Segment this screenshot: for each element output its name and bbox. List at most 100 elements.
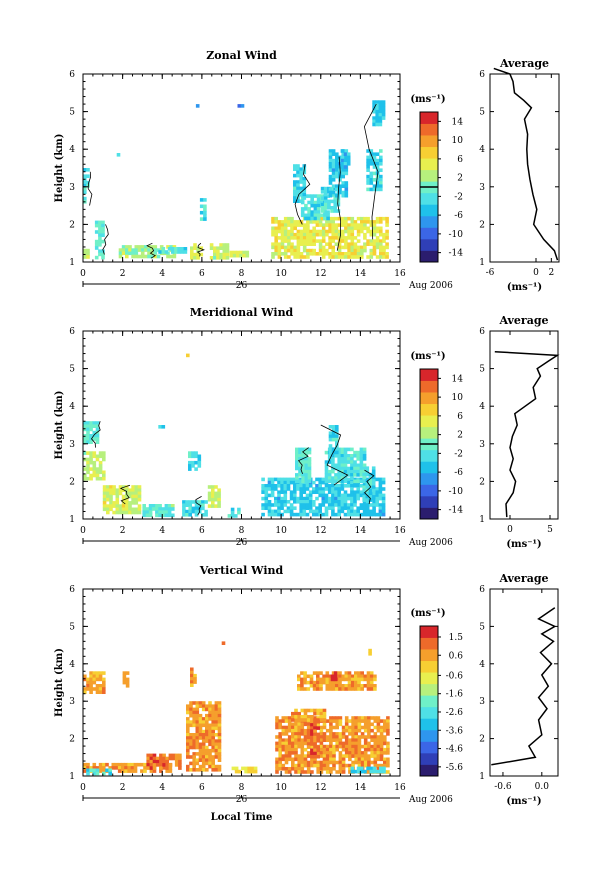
heatmap-cell bbox=[234, 769, 239, 774]
heatmap-cell bbox=[299, 484, 303, 488]
heatmap-cell bbox=[343, 152, 348, 156]
heatmap-cell bbox=[327, 199, 331, 204]
x-tick-label: 2 bbox=[120, 269, 126, 279]
heatmap-cell bbox=[360, 229, 364, 234]
heatmap-cell bbox=[161, 250, 166, 254]
colorbar-segment bbox=[420, 158, 438, 171]
heatmap-cell bbox=[83, 180, 87, 185]
heatmap-cell bbox=[121, 251, 126, 256]
heatmap-cell bbox=[134, 501, 139, 505]
heatmap-cell bbox=[383, 735, 387, 739]
heatmap-cell bbox=[341, 171, 345, 176]
heatmap-cell bbox=[313, 742, 317, 746]
heatmap-cell bbox=[385, 236, 389, 240]
colorbar-segment bbox=[420, 250, 438, 263]
heatmap-cell bbox=[337, 229, 342, 234]
heatmap-cell bbox=[379, 178, 383, 182]
heatmap-cell bbox=[325, 229, 329, 234]
heatmap-cell bbox=[312, 671, 317, 675]
heatmap-cell bbox=[335, 738, 339, 742]
heatmap-cell bbox=[102, 504, 107, 508]
heatmap-cell bbox=[127, 769, 131, 773]
heatmap-cell bbox=[294, 728, 298, 733]
heatmap-cell bbox=[319, 728, 324, 733]
colorbar: 1.50.6-0.6-1.6-2.6-3.6-4.6-5.6(ms⁻¹) bbox=[410, 608, 463, 777]
heatmap-cell bbox=[98, 464, 103, 468]
heatmap-cell bbox=[322, 680, 326, 685]
heatmap-cell bbox=[307, 447, 312, 452]
heatmap-cell bbox=[375, 103, 379, 108]
heatmap-cell bbox=[284, 760, 289, 765]
heatmap-cell bbox=[211, 491, 215, 496]
heatmap-cell bbox=[356, 255, 361, 259]
heatmap-cell bbox=[331, 509, 335, 514]
heatmap-cell bbox=[372, 158, 377, 163]
heatmap-cell bbox=[359, 460, 364, 464]
heatmap-cell bbox=[327, 490, 332, 494]
heatmap-cell bbox=[194, 467, 198, 471]
heatmap-cell bbox=[217, 494, 221, 499]
heatmap-cell bbox=[372, 766, 377, 771]
heatmap-cell bbox=[365, 509, 370, 514]
heatmap-cell bbox=[131, 491, 135, 496]
heatmap-cell bbox=[293, 186, 297, 191]
heatmap-cell bbox=[280, 223, 285, 227]
heatmap-cell bbox=[370, 754, 374, 758]
heatmap-cell bbox=[106, 485, 110, 489]
heatmap-cell bbox=[95, 690, 100, 694]
heatmap-cell bbox=[300, 767, 305, 771]
heatmap-cell bbox=[197, 460, 202, 465]
heatmap-cell bbox=[217, 717, 222, 721]
heatmap-cell bbox=[338, 722, 343, 727]
heatmap-cell bbox=[303, 732, 308, 736]
heatmap-cell bbox=[381, 480, 386, 485]
heatmap-cell bbox=[174, 756, 179, 761]
heatmap-cell bbox=[283, 248, 288, 253]
heatmap-cell bbox=[293, 232, 297, 237]
heatmap-cell bbox=[294, 735, 298, 739]
heatmap-cell bbox=[201, 768, 206, 772]
heatmap-cell bbox=[340, 155, 345, 160]
heatmap-cell bbox=[125, 680, 130, 685]
heatmap-cell bbox=[379, 149, 383, 153]
heatmap-cell bbox=[198, 768, 203, 772]
heatmap-cell bbox=[280, 490, 284, 494]
heatmap-cell bbox=[306, 255, 310, 259]
heatmap-cell bbox=[186, 353, 190, 358]
heatmap-cell bbox=[381, 106, 386, 111]
heatmap-cell bbox=[98, 677, 103, 682]
x-tick-label: 6 bbox=[199, 269, 205, 279]
heatmap-cell bbox=[287, 232, 291, 237]
heatmap-cell bbox=[302, 245, 307, 250]
x-tick-label: 4 bbox=[159, 783, 165, 793]
heatmap-cell bbox=[328, 181, 333, 185]
heatmap-cell bbox=[112, 501, 116, 505]
heatmap-cell bbox=[125, 510, 129, 515]
heatmap-cell bbox=[299, 239, 304, 243]
heatmap-cell bbox=[307, 194, 311, 198]
heatmap-cell bbox=[301, 460, 305, 464]
heatmap-cell bbox=[344, 677, 349, 682]
heatmap-cell bbox=[106, 507, 110, 512]
heatmap-cell bbox=[350, 476, 354, 480]
heatmap-cell bbox=[296, 173, 300, 178]
heatmap-cell bbox=[301, 466, 305, 471]
heatmap-cell bbox=[168, 769, 173, 773]
heatmap-cell bbox=[376, 754, 381, 758]
heatmap-cell bbox=[351, 744, 355, 749]
heatmap-cell bbox=[158, 510, 162, 514]
heatmap-cell bbox=[338, 760, 343, 765]
heatmap-cell bbox=[203, 207, 207, 212]
heatmap-cell bbox=[128, 251, 132, 256]
heatmap-cell bbox=[168, 766, 173, 770]
heatmap-cell bbox=[134, 245, 139, 249]
heatmap-cell bbox=[356, 477, 360, 482]
heatmap-cell bbox=[321, 255, 326, 259]
heatmap-cell bbox=[189, 761, 193, 766]
heatmap-cell bbox=[341, 684, 345, 688]
heatmap-cell bbox=[201, 752, 206, 756]
heatmap-cell bbox=[98, 223, 102, 228]
heatmap-cell bbox=[121, 248, 126, 252]
heatmap-cell bbox=[350, 454, 354, 458]
heatmap-cell bbox=[130, 762, 135, 767]
